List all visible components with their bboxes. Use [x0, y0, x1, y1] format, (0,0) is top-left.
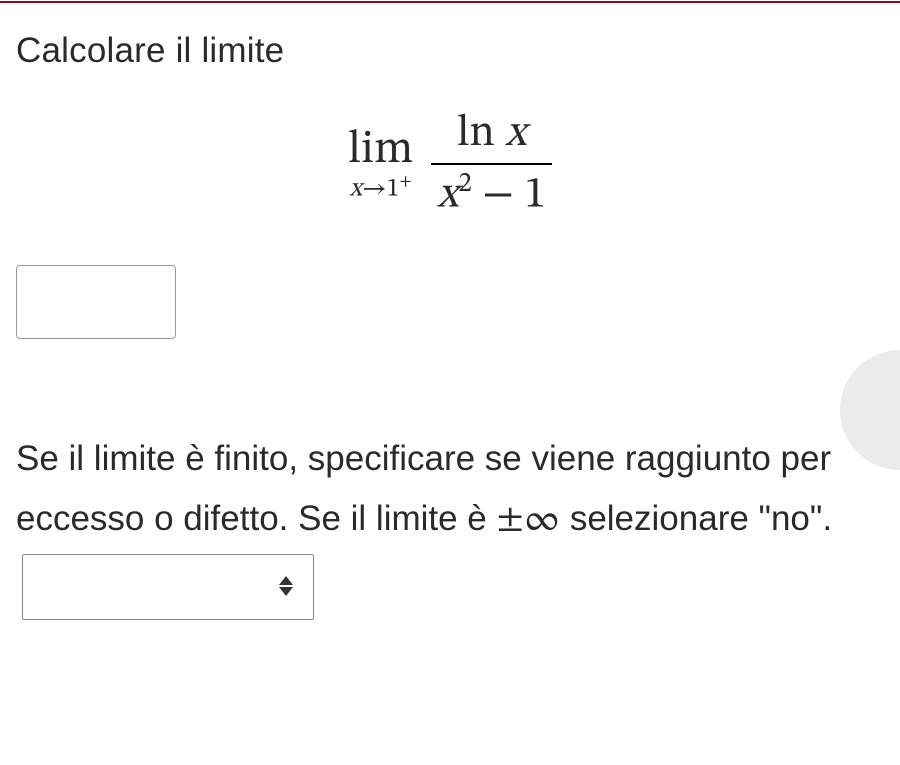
lim-var: x: [350, 177, 362, 203]
direction-select-wrap: [22, 553, 314, 620]
lim-subscript: x→1+: [350, 175, 412, 203]
limit-expression: lim x→1+ ln x x2 − 1: [16, 111, 884, 219]
followup-paragraph: Se il limite è finito, specificare se vi…: [16, 429, 884, 620]
fraction-denominator: x2 − 1: [431, 165, 552, 219]
plus-minus-infinity: ±∞: [497, 502, 561, 540]
fraction: ln x x2 − 1: [431, 111, 552, 219]
lim-target: 1: [387, 177, 400, 203]
lim-arrow: →: [362, 177, 387, 203]
question-content: Calcolare il limite lim x→1+ ln x x2 − 1…: [0, 3, 900, 620]
followup-text-2: selezionare "no".: [570, 499, 832, 538]
fraction-numerator: ln x: [451, 111, 532, 163]
answer-input[interactable]: [16, 265, 176, 339]
question-prompt: Calcolare il limite: [16, 31, 884, 71]
lim-symbol: lim: [348, 127, 413, 173]
limit-operator: lim x→1+: [348, 127, 413, 203]
lim-side: +: [400, 174, 412, 191]
direction-select[interactable]: [22, 554, 314, 620]
